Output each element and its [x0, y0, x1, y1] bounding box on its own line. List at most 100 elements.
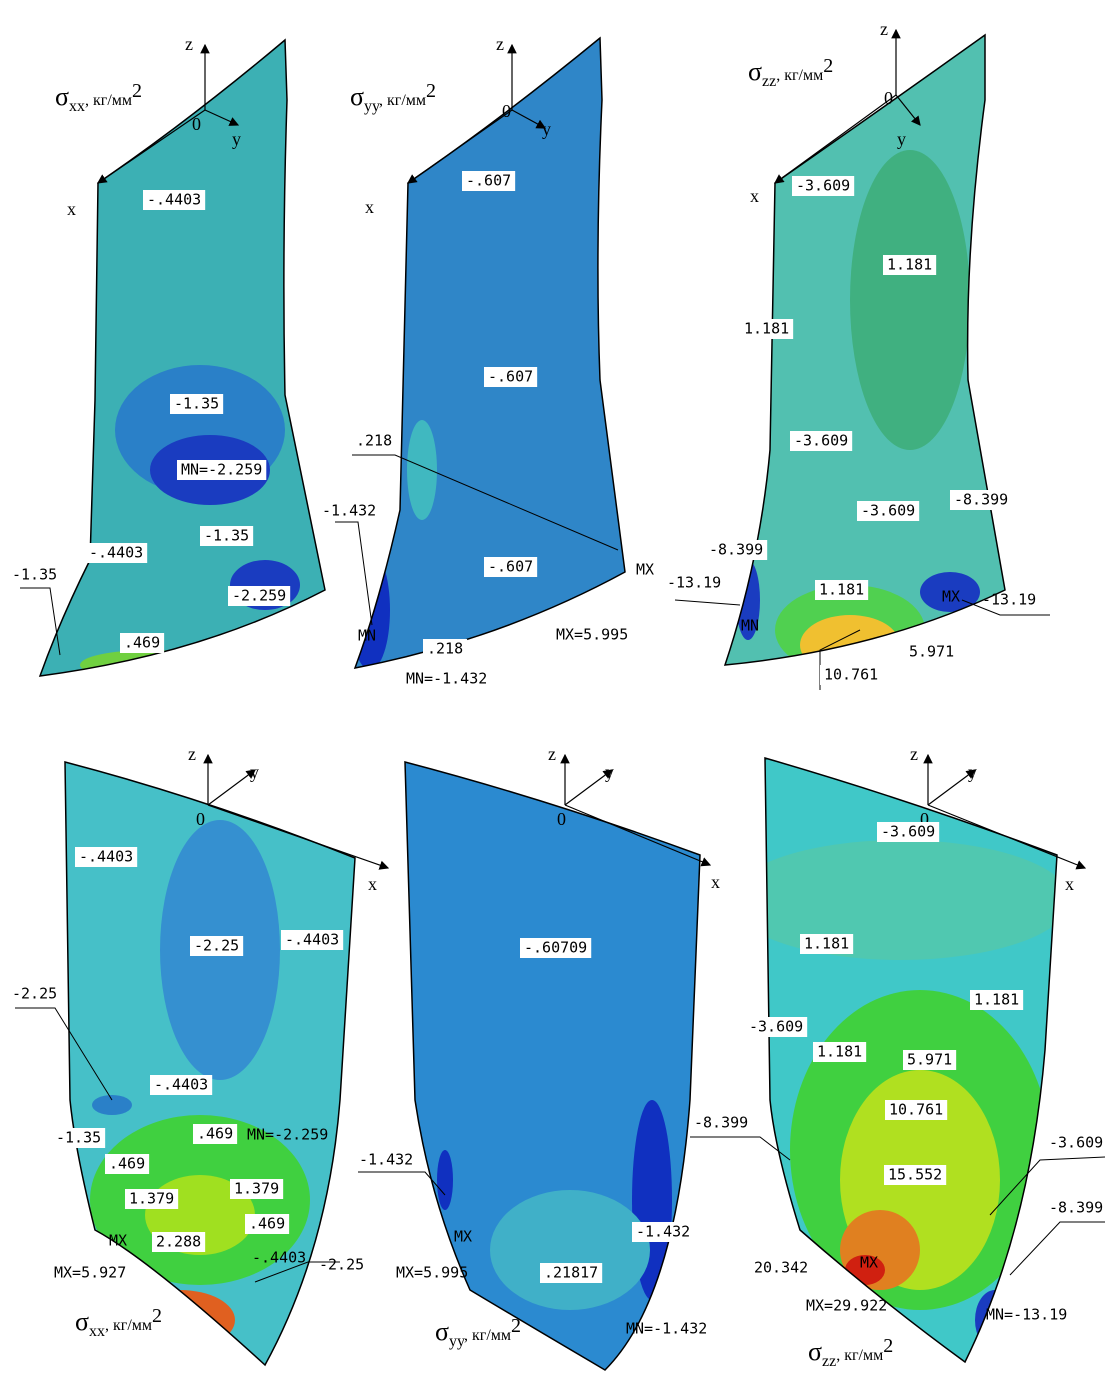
label-box — [884, 1165, 947, 1185]
contour-label: .218 — [356, 432, 392, 450]
label-box — [190, 936, 244, 956]
blade-outline — [404, 761, 701, 1371]
title-symbol: σ — [748, 57, 762, 86]
blade-outline — [723, 33, 1006, 666]
contour-region — [850, 150, 970, 450]
contour-label: -1.35 — [12, 566, 57, 584]
leader-line — [961, 599, 1050, 616]
leader-line — [15, 1007, 113, 1101]
contour-label: -3.609 — [881, 823, 935, 841]
label-box — [877, 822, 940, 842]
axis-label: x — [1065, 874, 1074, 894]
axis-label: y — [250, 762, 259, 782]
axis-origin: 0 — [196, 809, 205, 829]
title-superscript: 2 — [152, 1305, 162, 1327]
contour-label: .469 — [124, 634, 160, 652]
label-box — [745, 1017, 808, 1037]
axis-label: z — [188, 744, 196, 764]
contour-label: -1.35 — [174, 395, 219, 413]
contour-label: 1.181 — [744, 320, 789, 338]
contour-label: 1.379 — [234, 1180, 279, 1198]
contour-label: -1.432 — [322, 502, 376, 520]
leader-line — [989, 1156, 1106, 1216]
leader-line — [254, 1261, 340, 1283]
label-box — [520, 938, 592, 958]
contour-label: -8.399 — [694, 1114, 748, 1132]
label-box — [193, 1124, 238, 1144]
contour-region — [407, 420, 437, 520]
leader-line — [335, 521, 373, 626]
leader-line — [358, 1171, 446, 1196]
title-unit: , кг/мм — [85, 92, 132, 109]
label-box — [540, 1263, 603, 1283]
label-box — [200, 526, 254, 546]
contour-label: -13.19 — [667, 574, 721, 592]
contour-label: -2.259 — [232, 587, 286, 605]
title-subscript: zz — [762, 73, 776, 90]
contour-label: -3.609 — [1049, 1134, 1103, 1152]
contour-label: -2.25 — [319, 1256, 364, 1274]
title-subscript: yy — [364, 98, 380, 115]
panel-title: σyy, кг/мм2 — [350, 80, 436, 115]
contour-label: 1.181 — [974, 991, 1019, 1009]
title-unit: , кг/мм — [379, 92, 426, 109]
label-box — [352, 431, 397, 451]
contour-label: -.60709 — [524, 939, 587, 957]
label-box — [170, 394, 224, 414]
contour-region — [437, 1150, 453, 1210]
label-box — [792, 176, 855, 196]
contour-label: -1.35 — [56, 1129, 101, 1147]
label-box — [423, 639, 468, 659]
blade-outline — [38, 38, 326, 677]
panel: z y x 0 σxx, кг/мм2 -.4403 -1.35 MN=-2.259 -1.35… — [12, 34, 326, 677]
axis-label: x — [67, 199, 76, 219]
contour-label: -3.609 — [796, 177, 850, 195]
axis-arrow — [204, 109, 240, 126]
leader-line — [674, 599, 741, 606]
axis-label: x — [711, 872, 720, 892]
axis-arrow — [895, 94, 921, 126]
label-box — [903, 1050, 957, 1070]
axis-label: z — [496, 34, 504, 54]
contour-label: MN — [358, 627, 376, 645]
contour-label: -.607 — [488, 558, 533, 576]
contour-region — [765, 840, 1057, 960]
contour-label: 20.342 — [754, 1259, 808, 1277]
blade-outline — [353, 36, 626, 669]
axis-arrow — [927, 769, 976, 806]
label-box — [857, 501, 920, 521]
axis-origin: 0 — [192, 114, 201, 134]
contour-label: -2.25 — [12, 985, 57, 1003]
axis-origin: 0 — [502, 101, 511, 121]
contour-label: -8.399 — [709, 541, 763, 559]
axis-arrow — [564, 804, 712, 867]
contour-label: 2.288 — [156, 1233, 201, 1251]
title-superscript: 2 — [132, 80, 142, 102]
axis-label: z — [185, 34, 193, 54]
axis-origin: 0 — [920, 809, 929, 829]
label-box — [885, 1100, 948, 1120]
axis-arrow — [207, 804, 390, 870]
axis-arrow — [97, 109, 206, 184]
label-box — [462, 171, 516, 191]
contour-label: -.607 — [466, 172, 511, 190]
contour-label: 1.181 — [804, 935, 849, 953]
contour-label: MX=5.927 — [54, 1264, 126, 1282]
label-box — [52, 1128, 106, 1148]
label-box — [150, 1075, 213, 1095]
axis-label: y — [605, 762, 614, 782]
axis-label: z — [910, 744, 918, 764]
panel-title: σxx, кг/мм2 — [55, 80, 142, 115]
axis-label: y — [968, 762, 977, 782]
title-symbol: σ — [55, 82, 69, 111]
label-box — [143, 190, 206, 210]
label-box — [800, 934, 854, 954]
contour-region — [80, 650, 220, 676]
label-box — [484, 557, 538, 577]
label-box — [632, 1222, 695, 1242]
title-superscript: 2 — [883, 1335, 893, 1357]
label-box — [177, 460, 267, 480]
contour-label: 1.379 — [129, 1190, 174, 1208]
label-box — [120, 633, 165, 653]
